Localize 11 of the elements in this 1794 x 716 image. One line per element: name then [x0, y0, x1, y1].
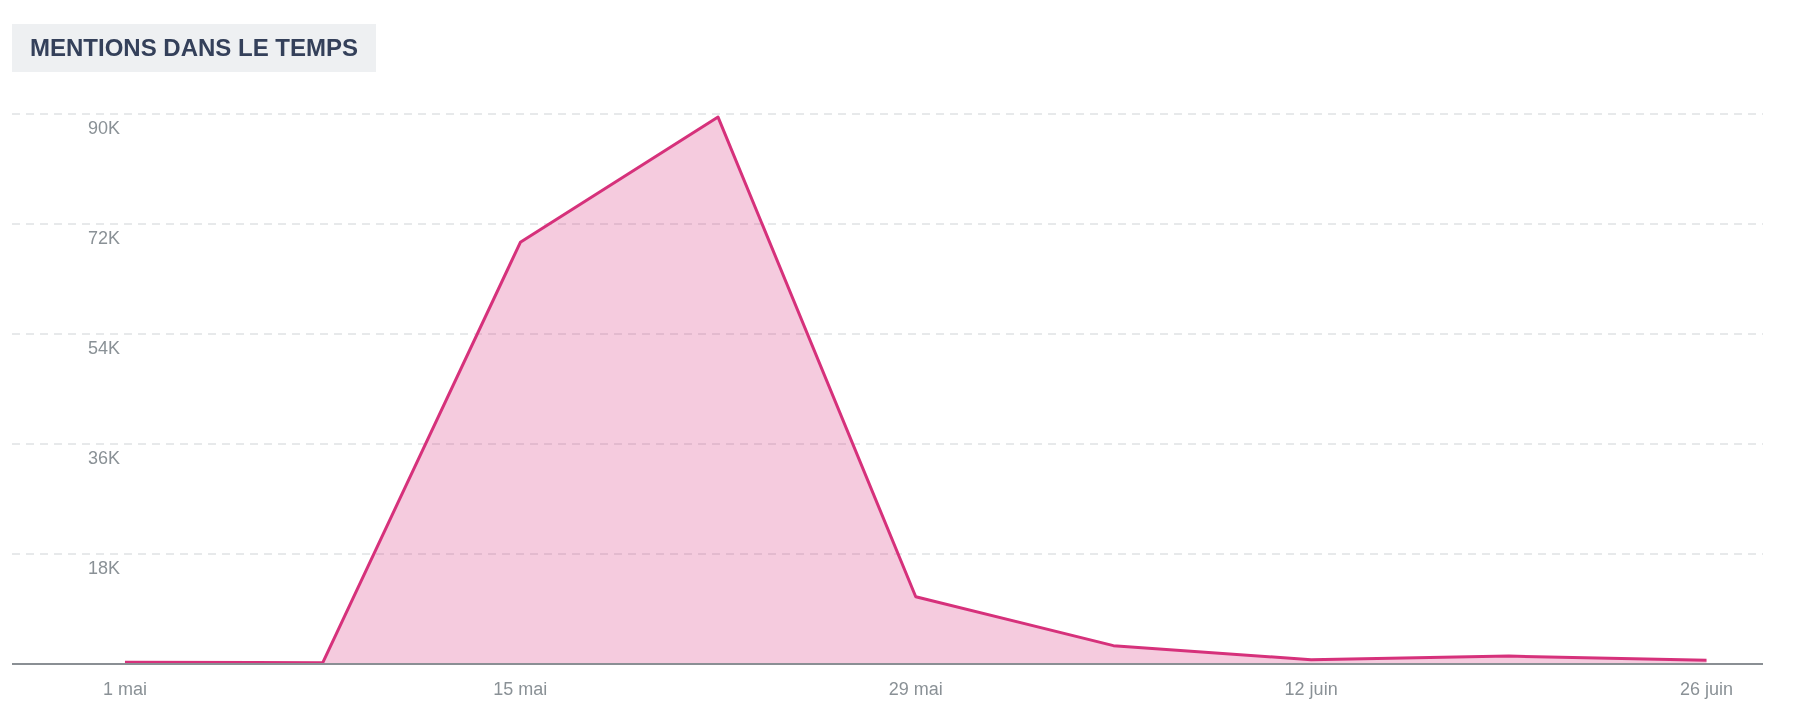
- x-tick-label: 1 mai: [102, 678, 147, 699]
- y-tick-label: 18K: [87, 558, 120, 578]
- y-tick-label: 72K: [87, 228, 120, 248]
- x-tick-label: 29 mai: [888, 678, 943, 699]
- y-tick-label: 90K: [87, 118, 120, 138]
- x-tick-label: 12 juin: [1284, 678, 1338, 699]
- x-tick-label: 15 mai: [493, 678, 548, 699]
- chart-title: MENTIONS DANS LE TEMPS: [12, 24, 377, 72]
- y-tick-label: 36K: [87, 448, 120, 468]
- y-tick-label: 54K: [87, 338, 120, 358]
- x-tick-label: 26 juin: [1679, 678, 1734, 699]
